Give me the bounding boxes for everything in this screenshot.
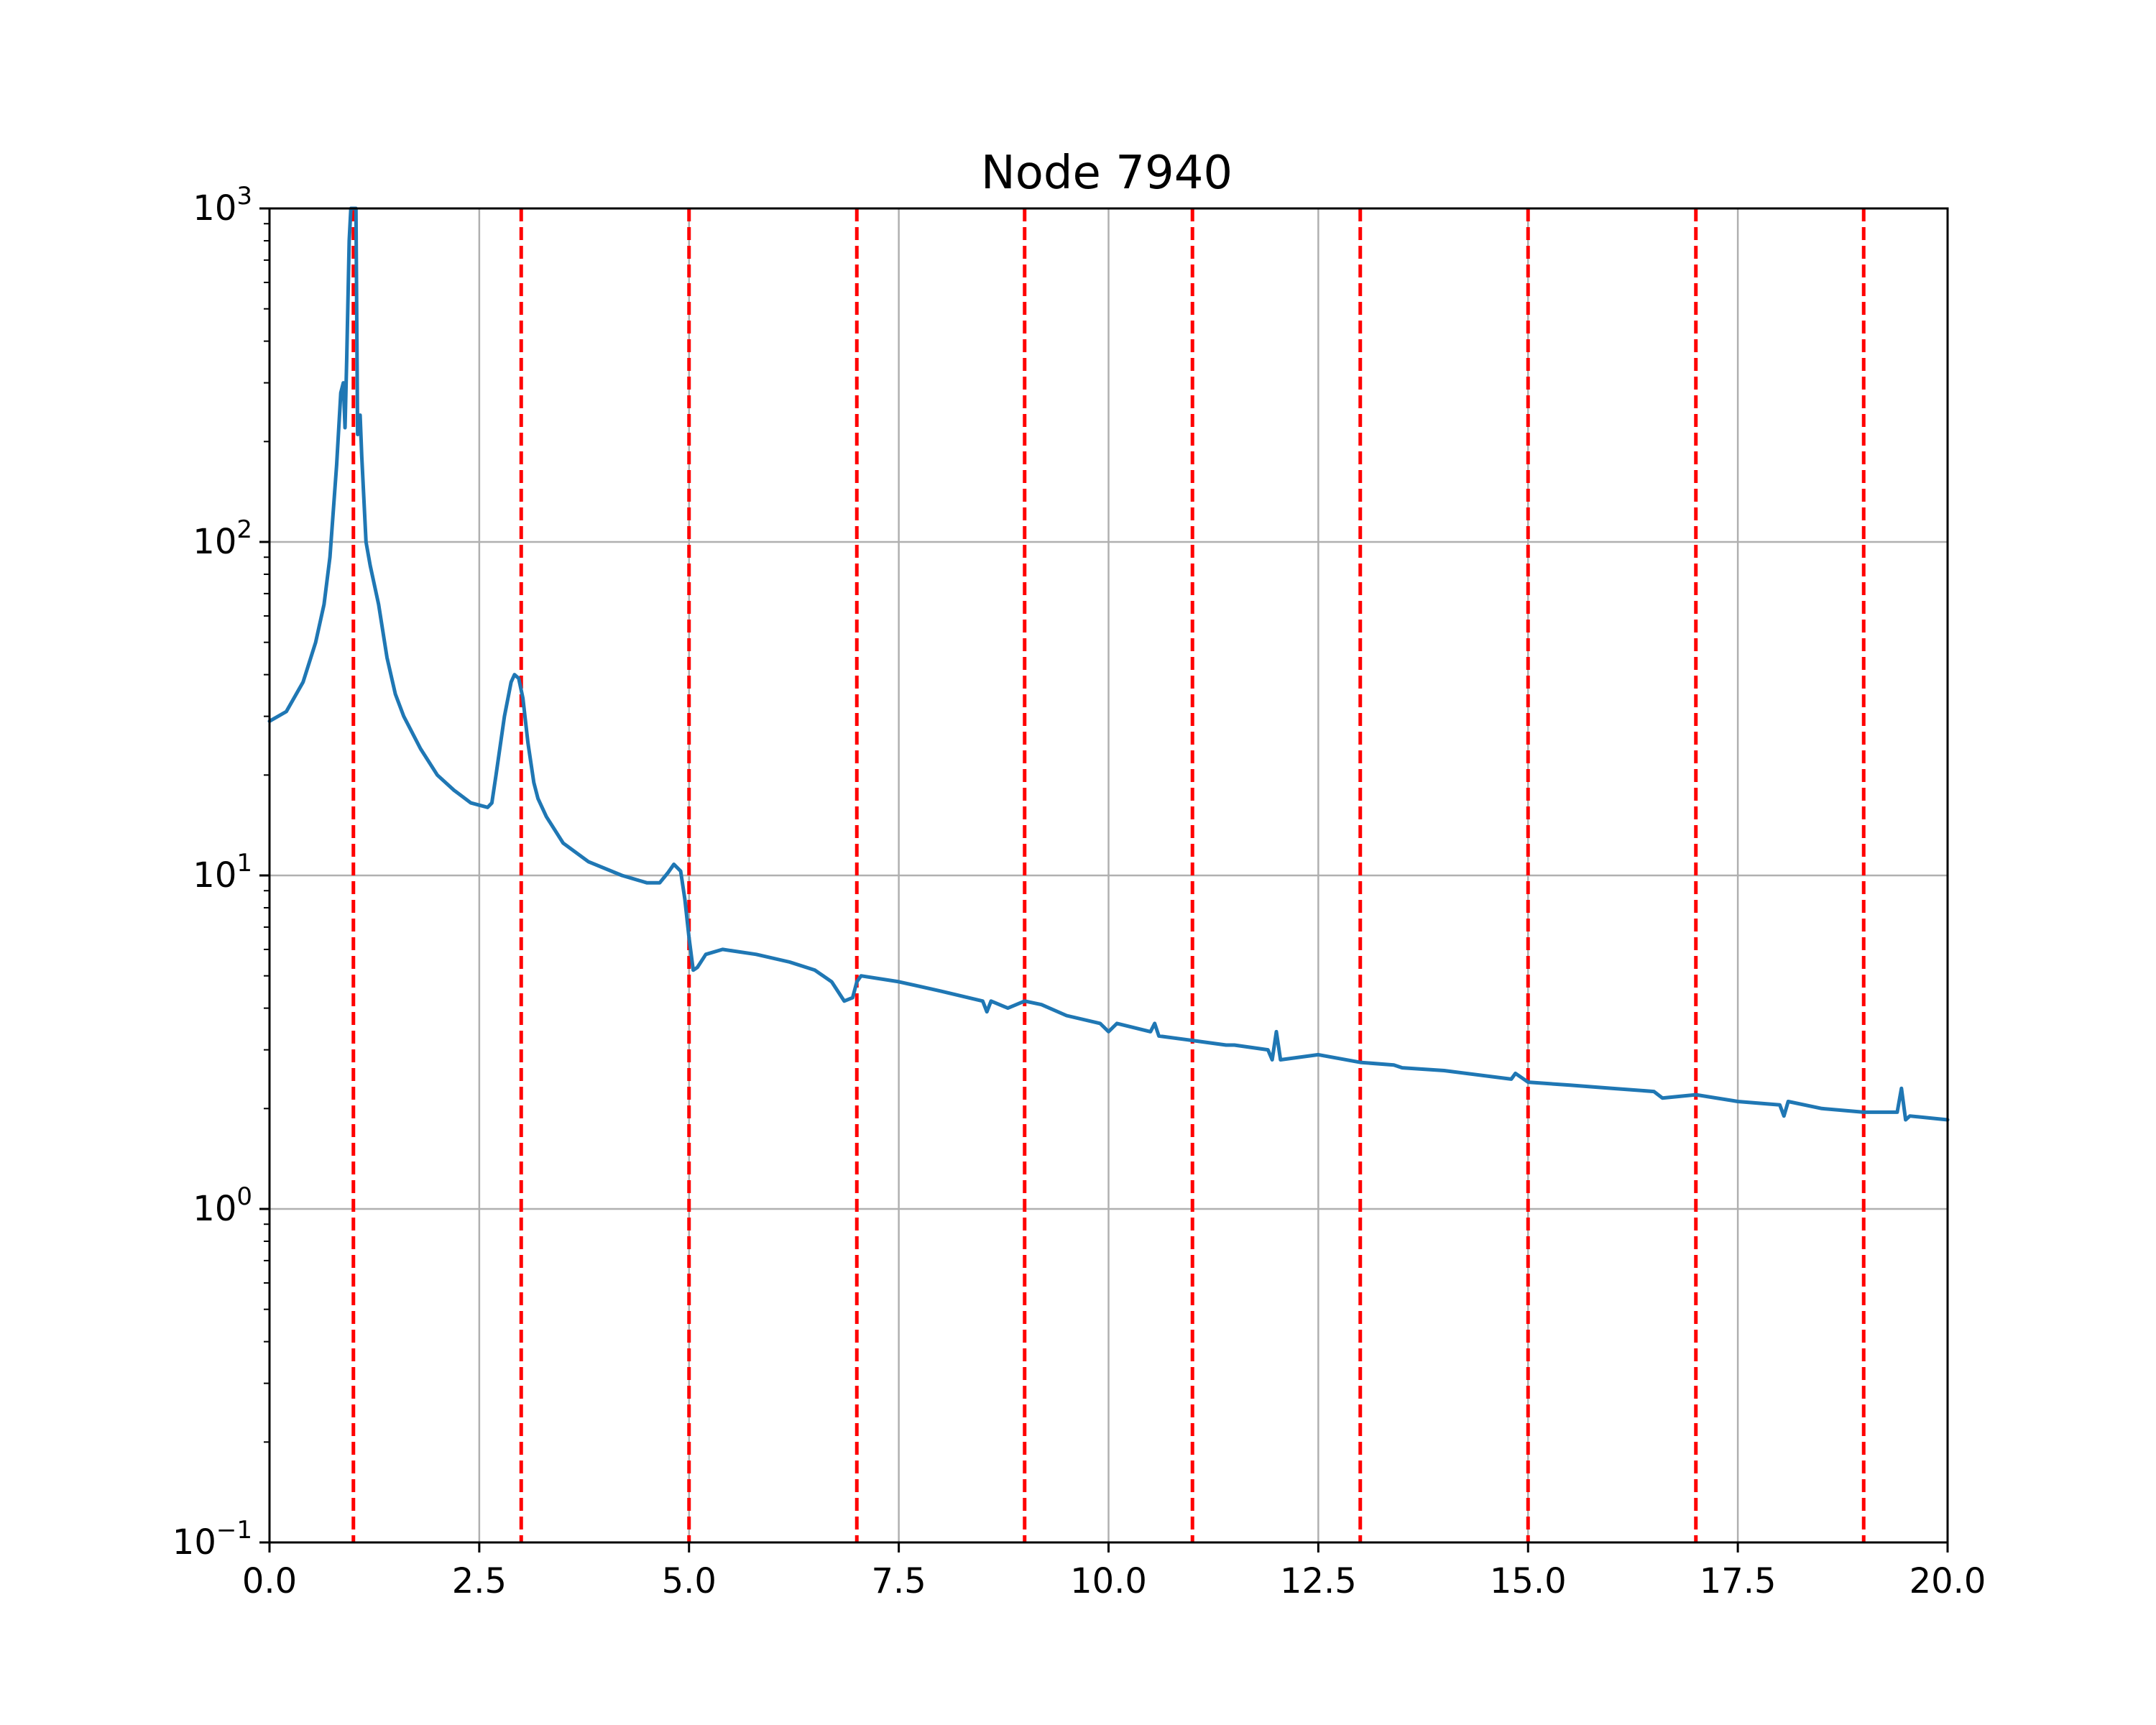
x-tick-label: 12.5: [1280, 1561, 1357, 1601]
x-tick-label: 0.0: [242, 1561, 297, 1601]
x-ticks: 0.0 2.5 5.0 7.5 10.0 12.5 15.0 17.5 20.0: [242, 1542, 1986, 1601]
x-tick-label: 7.5: [871, 1561, 926, 1601]
series-line: [267, 206, 1950, 1122]
x-tick-label: 5.0: [662, 1561, 717, 1601]
y-tick-label: 101: [193, 849, 252, 896]
reference-lines: [351, 208, 1866, 1542]
x-tick-label: 15.0: [1490, 1561, 1567, 1601]
series-layer: [267, 206, 1950, 1122]
x-tick-label: 2.5: [452, 1561, 507, 1601]
y-tick-label: 100: [193, 1182, 252, 1229]
x-tick-label: 17.5: [1700, 1561, 1777, 1601]
x-tick-label: 10.0: [1070, 1561, 1147, 1601]
y-tick-label: 103: [193, 182, 252, 229]
chart-title: Node 7940: [981, 147, 1233, 200]
x-tick-label: 20.0: [1909, 1561, 1986, 1601]
y-tick-label: 10−1: [172, 1516, 252, 1563]
y-tick-label: 102: [193, 515, 252, 562]
y-ticks: 10−1 100 101 102 103: [172, 182, 270, 1563]
